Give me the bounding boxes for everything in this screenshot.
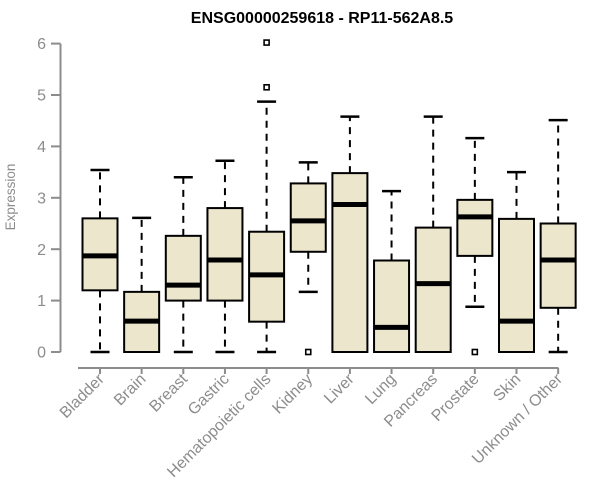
category-label-breast: Breast <box>146 370 191 415</box>
iqr-box <box>539 222 577 309</box>
category-label-brain: Brain <box>111 371 149 409</box>
y-tick-label-5: 5 <box>37 88 46 105</box>
category-label-lung: Lung <box>362 371 399 408</box>
category-label-bladder: Bladder <box>57 370 108 421</box>
outlier-point <box>304 348 312 356</box>
iqr-box <box>164 234 202 302</box>
iqr-box <box>206 207 244 302</box>
category-label-kidney: Kidney <box>269 371 316 418</box>
y-tick-label-4: 4 <box>37 139 46 156</box>
outlier-point <box>471 348 479 356</box>
box-pancreas <box>414 115 452 353</box>
box-lung <box>373 189 411 353</box>
category-label-skin: Skin <box>490 371 524 405</box>
iqr-box <box>289 182 327 253</box>
box-liver <box>331 115 369 353</box>
y-tick-label-6: 6 <box>37 36 46 53</box>
y-tick-label-1: 1 <box>37 293 46 310</box>
box-gastric <box>206 159 244 354</box>
box-brain <box>123 216 161 353</box>
box-prostate <box>456 136 494 356</box>
boxplot-series <box>81 39 577 356</box>
iqr-box <box>331 172 369 353</box>
box-hematopoietic-cells <box>248 39 286 354</box>
chart-title: ENSG00000259618 - RP11-562A8.5 <box>191 10 454 27</box>
box-breast <box>164 175 202 354</box>
iqr-box <box>414 226 452 353</box>
y-tick-label-3: 3 <box>37 190 46 207</box>
box-skin <box>498 170 535 353</box>
box-kidney <box>289 161 327 356</box>
iqr-box <box>456 198 494 257</box>
iqr-box <box>373 259 411 353</box>
category-label-liver: Liver <box>321 370 358 407</box>
outlier-point <box>263 83 270 91</box>
box-bladder <box>81 168 119 354</box>
iqr-box <box>498 217 535 353</box>
y-tick-label-2: 2 <box>37 242 46 259</box>
y-axis-title: Expression <box>3 164 18 231</box>
outlier-point <box>263 39 270 46</box>
box-unknown-other <box>539 118 577 354</box>
y-tick-label-0: 0 <box>37 345 46 362</box>
